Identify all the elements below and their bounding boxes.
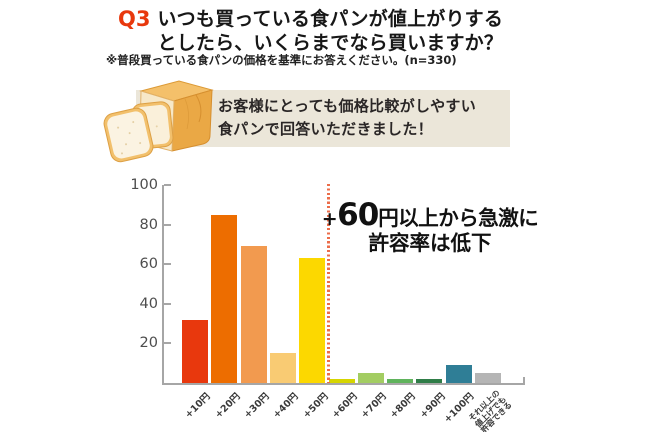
- x-axis-label: +30円: [242, 391, 272, 421]
- x-axis-label: +80円: [388, 391, 419, 421]
- y-axis-label: 20: [139, 335, 158, 352]
- bar-+50円: [299, 258, 326, 383]
- bar-+60円: [328, 379, 355, 383]
- x-axis-label: +10円: [183, 391, 213, 421]
- y-axis-label: 100: [130, 177, 158, 193]
- chart-annotation: +60円以上から急激に 許容率は低下: [303, 200, 557, 255]
- question-title-line2: としたら、いくらまでなら買いますか？: [157, 32, 504, 54]
- annotation-line2: 許容率は低下: [368, 231, 492, 255]
- bar-+40円: [269, 353, 296, 383]
- x-axis-label: +60円: [329, 391, 360, 421]
- annotation-big-number: 60: [337, 197, 379, 233]
- bread-loaf-icon: [103, 80, 214, 163]
- bar-chart-plot-area: +10円 +20円 +30円 +40円 +50円 +60円 +70円 +80円 +90円 +100…: [130, 177, 525, 432]
- threshold-dotted-line: [326, 184, 330, 383]
- callout-text: お客様にとっても価格比較がしやすい 食パンで回答いただきました！: [218, 95, 476, 141]
- bar-+10円: [182, 319, 208, 383]
- x-axis-labels: +10円 +20円 +30円 +40円 +50円 +60円 +70円 +80円 +90円 +100…: [164, 383, 525, 432]
- x-axis-label: +20円: [212, 391, 243, 421]
- callout-line1: お客様にとっても価格比較がしやすい: [218, 97, 477, 115]
- x-axis-label: +70円: [359, 391, 389, 421]
- y-axis-label: 40: [139, 295, 158, 312]
- y-axis-tick: [164, 302, 171, 305]
- bar-+100円: [445, 365, 472, 383]
- y-axis-tick: [164, 263, 171, 266]
- bar-+90円: [416, 379, 443, 383]
- y-axis-tick: [164, 223, 171, 226]
- bar-+70円: [357, 373, 384, 383]
- bar-それ以上の値上げでも許容できる: [475, 373, 501, 383]
- annotation-line1: +60円以上から急激に: [303, 200, 557, 234]
- x-axis-label: +50円: [300, 391, 331, 421]
- x-axis-label: それ以上の 値上げでも 許容できる: [467, 388, 514, 432]
- bar-+30円: [240, 246, 267, 383]
- y-axis-label: 60: [139, 256, 158, 273]
- annotation-plus-sign: +: [321, 208, 338, 230]
- question-header: Q3 いつも買っている食パンが値上がりする としたら、いくらまでなら買いますか？: [118, 7, 503, 55]
- survey-note: ※普段買っている食パンの価格を基準にお答えください。(n=330): [106, 53, 457, 67]
- question-title: いつも買っている食パンが値上がりする としたら、いくらまでなら買いますか？: [157, 7, 503, 55]
- y-axis-tick: [164, 184, 171, 186]
- callout-line2: 食パンで回答いただきました！: [218, 120, 433, 138]
- question-number: Q3: [118, 7, 151, 31]
- y-axis-tick: [164, 342, 171, 345]
- x-axis-label: +40円: [271, 391, 301, 421]
- x-axis-end-tick: [523, 377, 525, 383]
- bar-+20円: [211, 214, 238, 383]
- y-axis-label: 80: [139, 216, 158, 233]
- annotation-line1-text: 円以上から急激に: [378, 206, 539, 230]
- question-title-line1: いつも買っている食パンが値上がりする: [157, 8, 504, 30]
- bar-+80円: [387, 379, 414, 383]
